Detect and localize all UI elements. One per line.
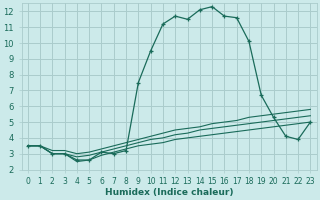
X-axis label: Humidex (Indice chaleur): Humidex (Indice chaleur): [105, 188, 233, 197]
